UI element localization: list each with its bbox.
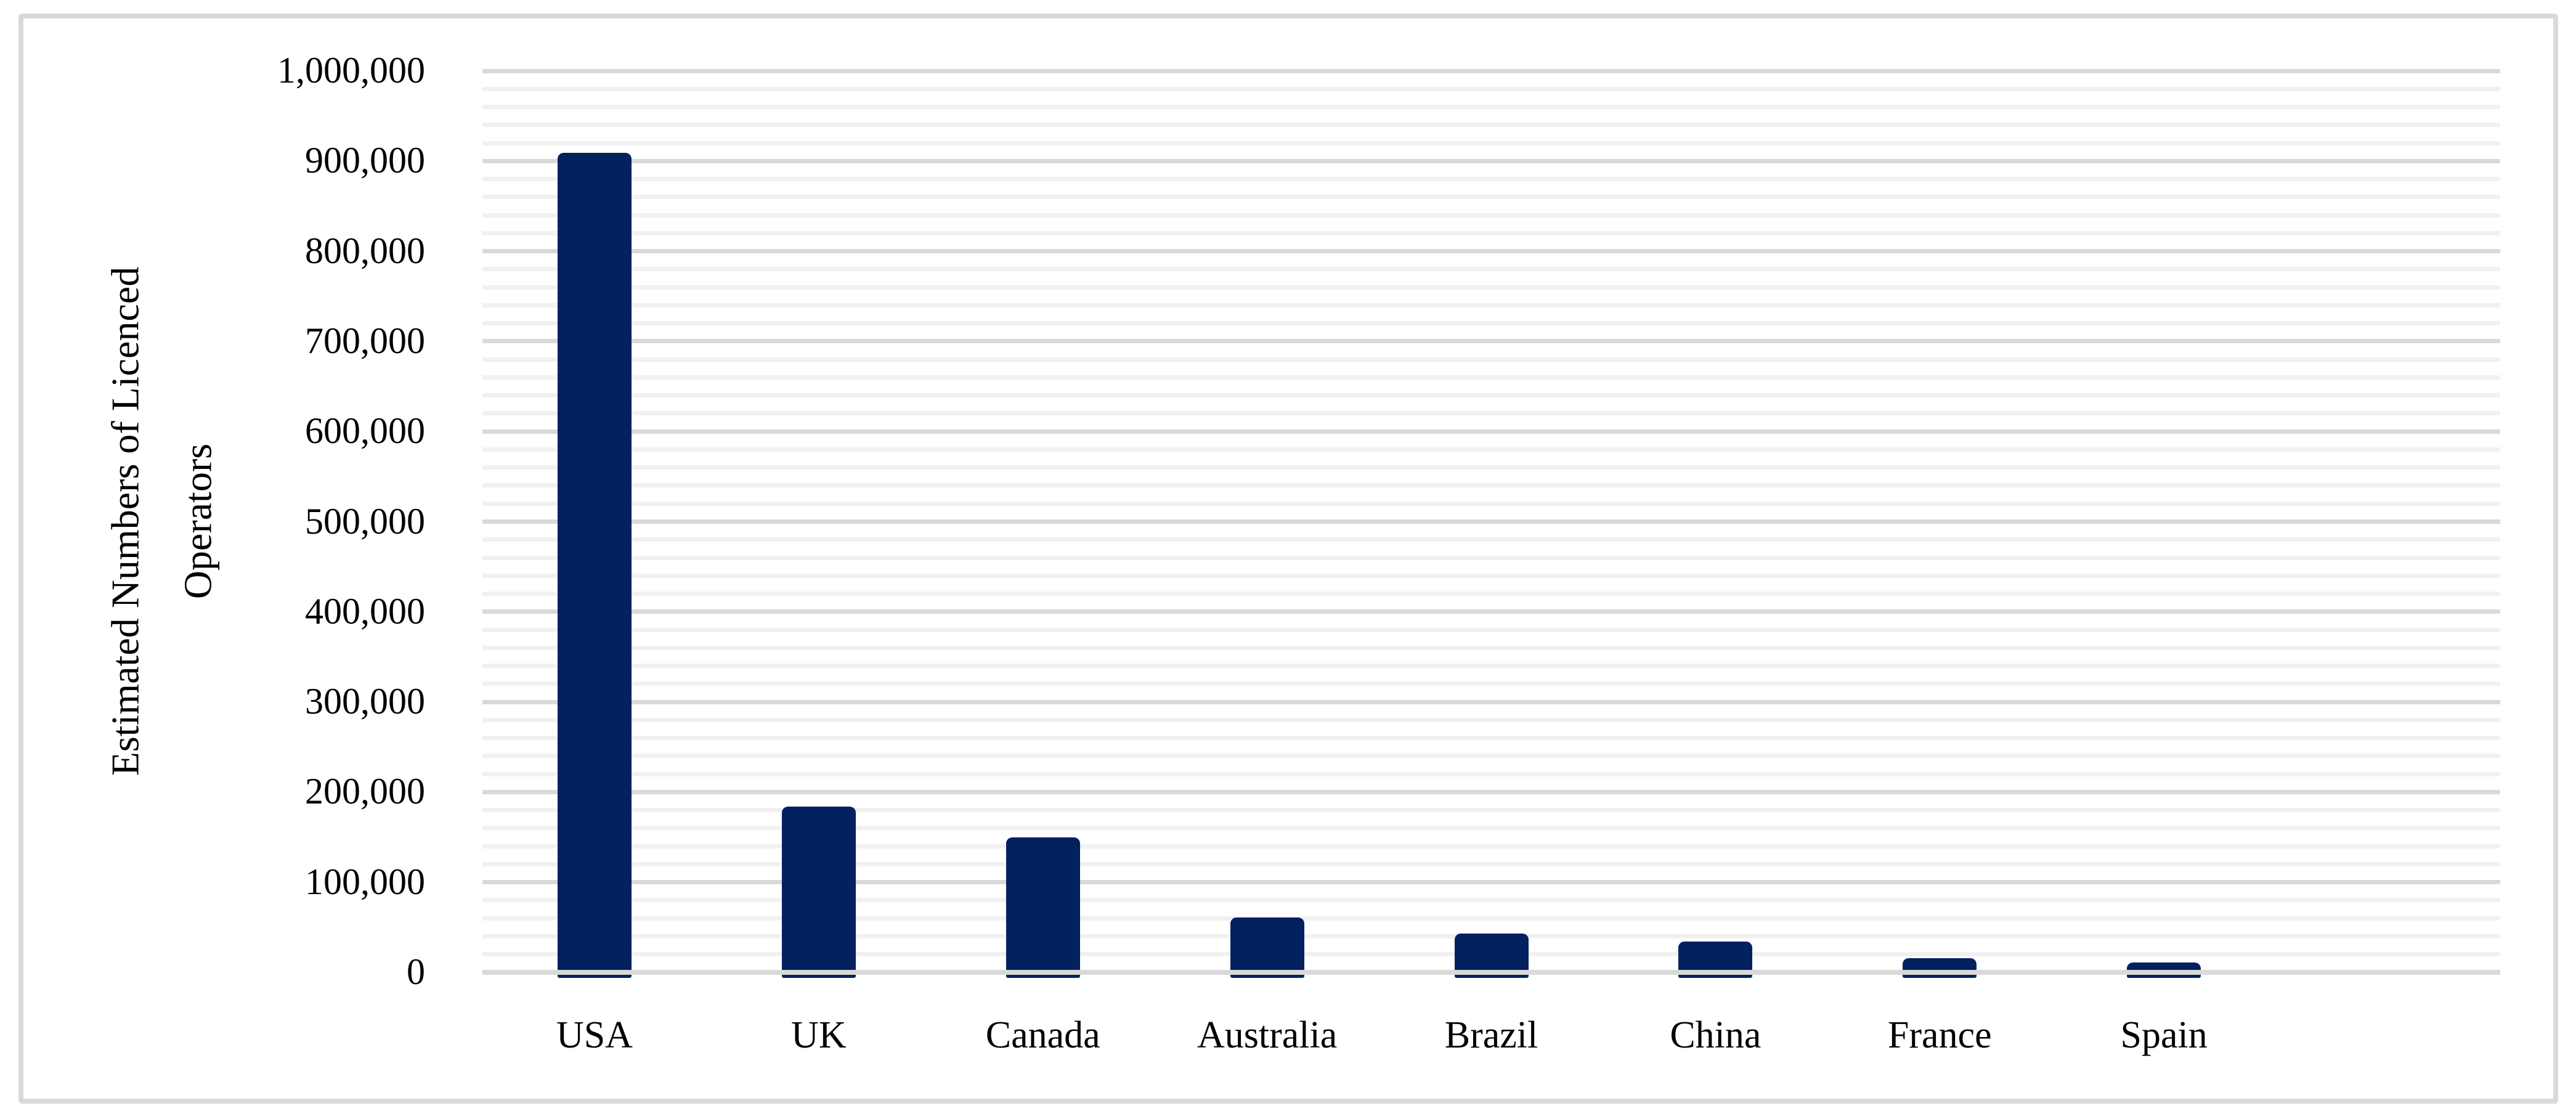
y-gridline-minor <box>482 808 2500 813</box>
y-gridline-major <box>482 339 2500 344</box>
y-gridline-minor <box>482 682 2500 686</box>
x-axis-label-france: France <box>1887 1014 1992 1056</box>
y-gridline-major <box>482 158 2500 163</box>
x-axis-label-brazil: Brazil <box>1444 1014 1538 1056</box>
y-gridline-minor <box>482 177 2500 182</box>
bar-australia <box>1230 917 1304 978</box>
y-gridline-minor <box>482 447 2500 452</box>
y-tick-label: 200,000 <box>305 771 425 812</box>
y-tick-label: 100,000 <box>305 861 425 902</box>
y-gridline-minor <box>482 483 2500 488</box>
y-gridline-minor <box>482 592 2500 596</box>
y-gridline-minor <box>482 645 2500 650</box>
x-axis-label-spain: Spain <box>2120 1014 2208 1056</box>
y-gridline-major <box>482 789 2500 794</box>
y-gridline-minor <box>482 140 2500 145</box>
x-axis-zero-line <box>482 970 2500 975</box>
y-axis-title-line-1: Estimated Numbers of Licenced <box>103 266 147 776</box>
y-gridline-minor <box>482 321 2500 326</box>
plot-area <box>482 68 2500 978</box>
y-gridline-minor <box>482 267 2500 272</box>
y-gridline-major <box>482 880 2500 885</box>
bar-france <box>1903 958 1977 978</box>
y-gridline-minor <box>482 230 2500 235</box>
y-tick-label: 500,000 <box>305 500 425 542</box>
x-axis-label-china: China <box>1670 1014 1761 1056</box>
y-gridline-minor <box>482 717 2500 722</box>
y-gridline-minor <box>482 573 2500 578</box>
y-gridline-minor <box>482 736 2500 741</box>
y-tick-label: 900,000 <box>305 140 425 181</box>
y-gridline-minor <box>482 285 2500 290</box>
y-tick-label: 800,000 <box>305 230 425 271</box>
y-gridline-minor <box>482 844 2500 848</box>
y-gridline-minor <box>482 213 2500 218</box>
bar-canada <box>1006 837 1080 978</box>
y-gridline-major <box>482 429 2500 434</box>
y-tick-label: 600,000 <box>305 410 425 451</box>
x-axis-label-usa: USA <box>556 1014 633 1056</box>
y-tick-label: 0 <box>407 951 425 992</box>
y-gridline-minor <box>482 771 2500 776</box>
y-gridline-minor <box>482 754 2500 759</box>
y-gridline-minor <box>482 501 2500 506</box>
y-gridline-major <box>482 519 2500 524</box>
y-gridline-major <box>482 609 2500 614</box>
y-gridline-minor <box>482 627 2500 632</box>
y-gridline-major <box>482 68 2500 73</box>
y-gridline-minor <box>482 465 2500 470</box>
x-axis-label-canada: Canada <box>985 1014 1100 1056</box>
y-gridline-minor <box>482 375 2500 380</box>
y-gridline-minor <box>482 393 2500 398</box>
y-tick-label: 1,000,000 <box>277 49 425 91</box>
y-tick-label: 400,000 <box>305 590 425 632</box>
y-gridline-minor <box>482 123 2500 128</box>
y-gridline-major <box>482 249 2500 254</box>
y-gridline-minor <box>482 357 2500 362</box>
y-tick-label: 700,000 <box>305 320 425 361</box>
y-gridline-minor <box>482 916 2500 921</box>
y-gridline-minor <box>482 86 2500 91</box>
y-gridline-minor <box>482 537 2500 542</box>
y-gridline-minor <box>482 861 2500 866</box>
y-gridline-minor <box>482 105 2500 110</box>
y-gridline-minor <box>482 195 2500 200</box>
bar-usa <box>557 153 632 978</box>
y-gridline-minor <box>482 664 2500 669</box>
x-axis-label-uk: UK <box>791 1014 847 1056</box>
y-gridline-minor <box>482 303 2500 307</box>
bar-uk <box>781 806 856 978</box>
y-gridline-minor <box>482 411 2500 416</box>
y-gridline-minor <box>482 555 2500 560</box>
x-axis-label-australia: Australia <box>1197 1014 1338 1056</box>
y-gridline-minor <box>482 826 2500 831</box>
y-tick-label: 300,000 <box>305 680 425 722</box>
y-gridline-minor <box>482 898 2500 903</box>
y-gridline-major <box>482 699 2500 704</box>
